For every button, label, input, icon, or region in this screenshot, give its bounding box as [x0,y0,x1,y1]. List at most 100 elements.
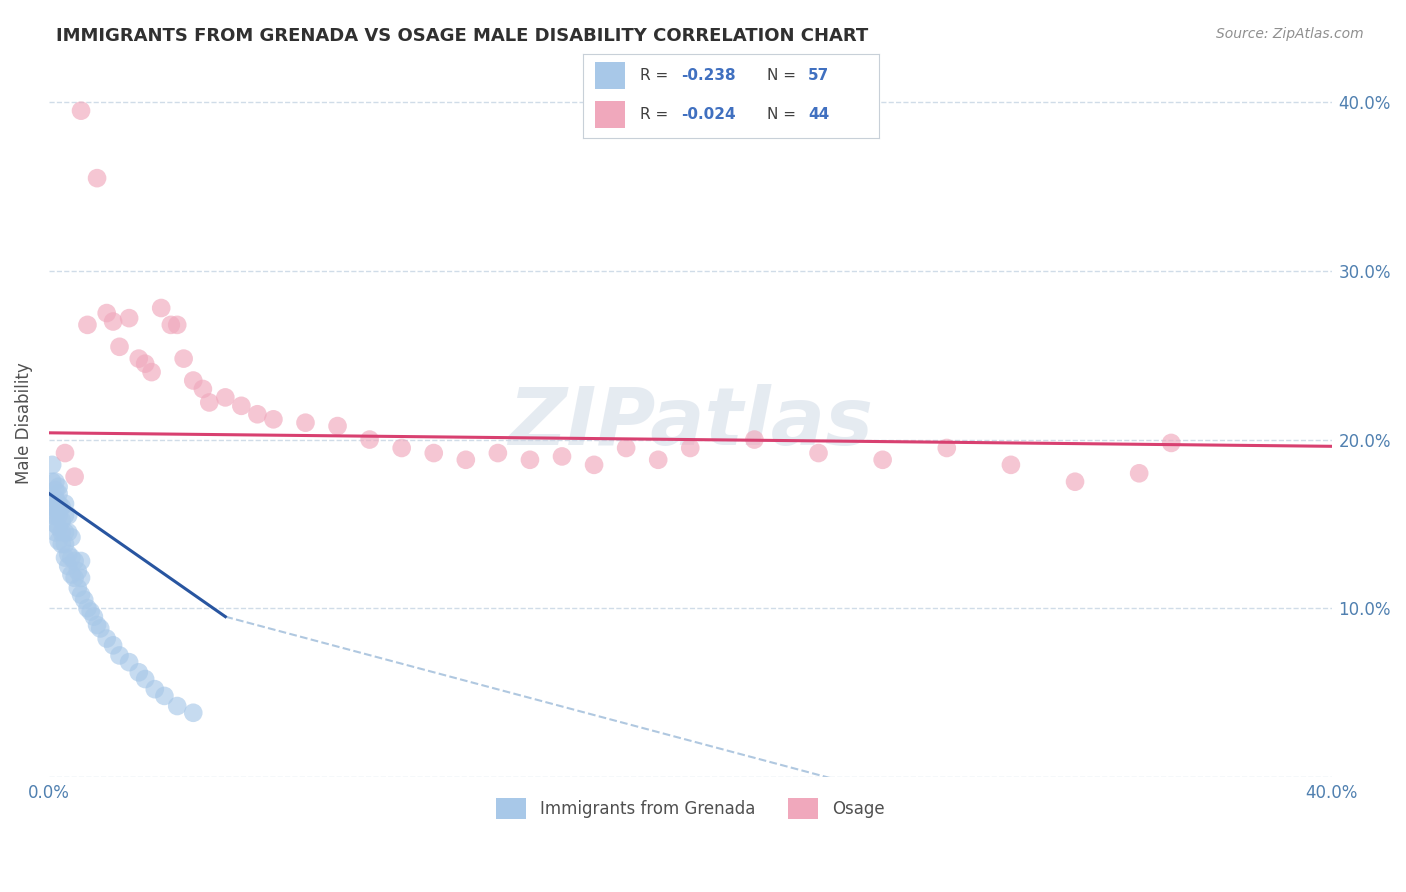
Point [48,497,70,511]
Point [679,441,702,455]
Point [519,452,541,467]
Point [53,497,76,511]
Point [79,605,101,619]
Point [807,446,830,460]
Point [422,446,444,460]
Point [166,318,188,332]
Point [744,433,766,447]
Point [41,491,63,506]
Point [51,525,73,540]
Point [118,311,141,326]
Point [246,407,269,421]
Point [41,475,63,489]
Point [89,622,111,636]
Point [48,486,70,500]
Point [63,571,86,585]
Point [44,483,66,498]
Bar [595,62,624,89]
Text: Source: ZipAtlas.com: Source: ZipAtlas.com [1216,27,1364,41]
Point [128,665,150,680]
Point [41,508,63,523]
Point [1064,475,1087,489]
Point [454,452,477,467]
Point [486,446,509,460]
Point [359,433,381,447]
Text: R =: R = [640,107,672,122]
Point [66,581,89,595]
Point [108,648,131,663]
Point [108,340,131,354]
Point [198,395,221,409]
Point [53,508,76,523]
Text: -0.238: -0.238 [681,68,735,83]
Point [614,441,637,455]
Point [159,318,181,332]
Point [181,374,204,388]
Point [294,416,316,430]
Point [76,601,98,615]
Point [141,365,163,379]
Legend: Immigrants from Grenada, Osage: Immigrants from Grenada, Osage [489,791,891,825]
Point [58,547,80,561]
Point [191,382,214,396]
Point [647,452,669,467]
Point [326,419,349,434]
Text: R =: R = [640,68,672,83]
Point [101,638,124,652]
Point [44,516,66,531]
Point [53,446,76,460]
Point [96,306,118,320]
Point [44,508,66,523]
Point [181,706,204,720]
Point [1000,458,1022,472]
Point [143,682,166,697]
Point [101,314,124,328]
Point [58,559,80,574]
Point [66,564,89,578]
Point [96,632,118,646]
Text: 44: 44 [808,107,830,122]
Point [935,441,957,455]
Point [391,441,413,455]
Point [134,672,156,686]
Point [63,554,86,568]
Point [73,592,96,607]
Point [166,699,188,714]
Point [51,500,73,514]
Bar [595,101,624,128]
Point [48,508,70,523]
Text: N =: N = [766,68,800,83]
Point [262,412,284,426]
Text: -0.024: -0.024 [681,107,735,122]
Point [53,550,76,565]
Point [583,458,606,472]
Point [214,391,236,405]
Point [60,550,83,565]
Point [86,618,108,632]
Point [76,318,98,332]
Point [150,301,173,315]
Point [44,500,66,514]
Point [70,588,93,602]
Point [83,609,105,624]
Point [44,525,66,540]
Point [51,537,73,551]
Point [44,475,66,489]
Point [60,567,83,582]
Point [551,450,574,464]
Point [41,458,63,472]
Point [1128,467,1150,481]
Point [231,399,253,413]
Point [58,508,80,523]
Point [63,469,86,483]
Point [41,500,63,514]
Point [53,537,76,551]
Point [70,103,93,118]
Point [53,525,76,540]
Point [48,480,70,494]
Point [70,554,93,568]
Point [153,689,176,703]
Point [1160,436,1182,450]
Text: 57: 57 [808,68,830,83]
Point [86,171,108,186]
